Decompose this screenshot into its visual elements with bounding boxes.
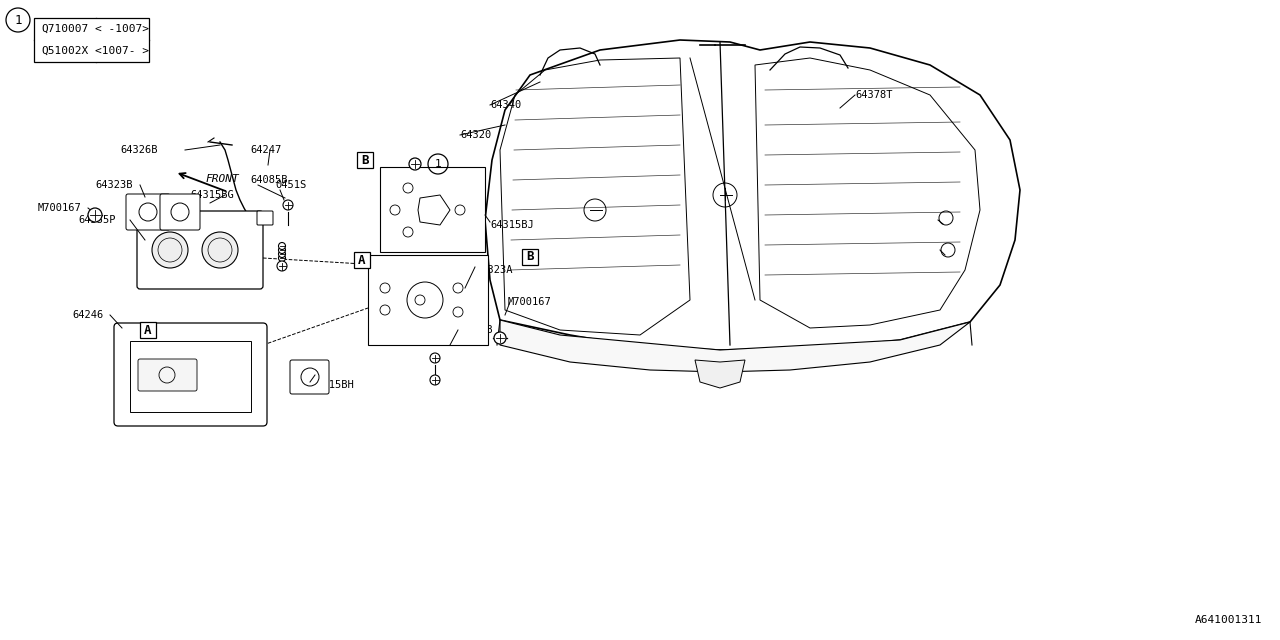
Text: 1: 1 bbox=[14, 13, 22, 26]
Circle shape bbox=[410, 158, 421, 170]
Text: M700167: M700167 bbox=[38, 203, 82, 213]
Circle shape bbox=[279, 250, 285, 257]
Text: Q51002X: Q51002X bbox=[41, 46, 88, 56]
Bar bbox=[522, 249, 538, 265]
Circle shape bbox=[202, 232, 238, 268]
Text: 64340: 64340 bbox=[490, 100, 521, 110]
Text: B: B bbox=[526, 250, 534, 264]
FancyBboxPatch shape bbox=[138, 359, 197, 391]
FancyBboxPatch shape bbox=[125, 194, 170, 230]
FancyBboxPatch shape bbox=[160, 194, 200, 230]
Bar bbox=[131, 341, 251, 412]
Text: FRONT: FRONT bbox=[205, 174, 239, 184]
Text: 64315BJ: 64315BJ bbox=[490, 220, 534, 230]
Bar bbox=[140, 322, 156, 338]
Circle shape bbox=[279, 243, 285, 250]
Text: 64315BG: 64315BG bbox=[189, 190, 234, 200]
Circle shape bbox=[276, 261, 287, 271]
Text: Q710007: Q710007 bbox=[41, 24, 88, 34]
Text: 1: 1 bbox=[435, 159, 442, 169]
Text: A: A bbox=[145, 323, 152, 337]
Text: 64085B: 64085B bbox=[250, 175, 288, 185]
Text: A: A bbox=[358, 253, 366, 266]
Bar bbox=[355, 252, 370, 268]
Circle shape bbox=[279, 255, 285, 262]
Circle shape bbox=[430, 375, 440, 385]
Circle shape bbox=[279, 246, 285, 253]
Polygon shape bbox=[695, 360, 745, 388]
FancyBboxPatch shape bbox=[137, 211, 262, 289]
Text: <1007- >: <1007- > bbox=[95, 46, 148, 56]
Bar bbox=[357, 152, 372, 168]
Text: 0451S: 0451S bbox=[275, 180, 306, 190]
FancyBboxPatch shape bbox=[369, 255, 488, 345]
Text: 64323B: 64323B bbox=[95, 180, 133, 190]
Text: 64246: 64246 bbox=[72, 310, 104, 320]
Text: M700167: M700167 bbox=[508, 297, 552, 307]
Polygon shape bbox=[500, 320, 970, 372]
Bar bbox=[380, 167, 485, 252]
Text: 64323A: 64323A bbox=[475, 265, 512, 275]
Text: 64355P: 64355P bbox=[78, 215, 115, 225]
Text: 64247: 64247 bbox=[250, 145, 282, 155]
Bar bbox=[35, 18, 148, 62]
FancyBboxPatch shape bbox=[291, 360, 329, 394]
Text: 64320: 64320 bbox=[460, 130, 492, 140]
Text: B: B bbox=[361, 154, 369, 166]
Text: < -1007>: < -1007> bbox=[95, 24, 148, 34]
Text: 64085B: 64085B bbox=[454, 325, 493, 335]
FancyBboxPatch shape bbox=[114, 323, 268, 426]
FancyBboxPatch shape bbox=[257, 211, 273, 225]
Circle shape bbox=[283, 200, 293, 210]
Circle shape bbox=[430, 353, 440, 363]
Circle shape bbox=[152, 232, 188, 268]
Circle shape bbox=[494, 332, 506, 344]
Text: 64378T: 64378T bbox=[855, 90, 892, 100]
Polygon shape bbox=[485, 40, 1020, 350]
Text: 64326B: 64326B bbox=[120, 145, 157, 155]
Text: A641001311: A641001311 bbox=[1194, 615, 1262, 625]
Circle shape bbox=[88, 208, 102, 222]
Text: 64315BH: 64315BH bbox=[310, 380, 353, 390]
